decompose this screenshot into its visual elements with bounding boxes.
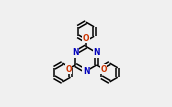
Text: N: N	[93, 48, 100, 57]
Text: O: O	[65, 65, 72, 74]
Text: O: O	[100, 65, 107, 74]
Text: O: O	[83, 34, 89, 43]
Text: N: N	[72, 48, 79, 57]
Text: N: N	[83, 67, 89, 76]
